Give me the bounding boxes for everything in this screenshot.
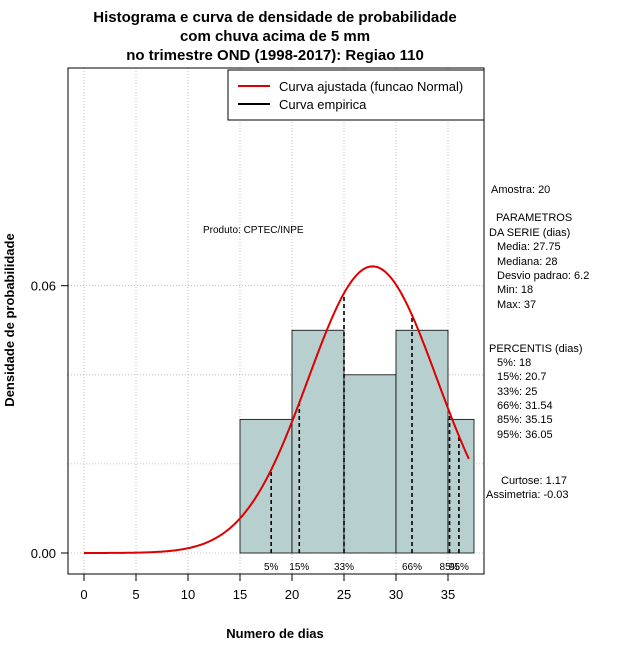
title-line-1: Histograma e curva de densidade de proba…: [93, 9, 456, 26]
stat-percentis-header: PERCENTIS (dias): [489, 343, 583, 355]
stat-p5: 5%: 18: [497, 357, 531, 369]
x-axis-label: Numero de dias: [226, 626, 324, 641]
histogram-bar: [395, 329, 449, 554]
x-tick-label: 35: [441, 587, 455, 602]
y-tick-label: 0.00: [31, 546, 56, 561]
percentile-label: 5%: [264, 562, 279, 573]
percentile-label: 85%: [440, 562, 460, 573]
histogram-bar: [343, 374, 397, 554]
stat-max: Max: 37: [497, 299, 536, 311]
stat-serie-header: DA SERIE (dias): [489, 227, 570, 239]
percentile-labels: 5% 15% 33% 66% 85%95%: [264, 562, 469, 573]
stat-curtose: Curtose: 1.17: [501, 475, 567, 487]
stat-mediana: Mediana: 28: [497, 256, 558, 268]
stat-assimetria: Assimetria: -0.03: [486, 489, 569, 501]
percentile-label: 95%: [449, 562, 469, 573]
percentile-label: 15%: [289, 562, 309, 573]
stat-min: Min: 18: [497, 284, 533, 296]
x-tick-label: 5: [132, 587, 139, 602]
y-axis-label: Densidade de probabilidade: [2, 233, 17, 406]
legend-label-fitted: Curva ajustada (funcao Normal): [279, 79, 463, 94]
stat-p33: 33%: 25: [497, 386, 537, 398]
stat-p95: 95%: 36.05: [497, 429, 553, 441]
x-tick-label: 0: [80, 587, 87, 602]
stat-p66: 66%: 31.54: [497, 400, 553, 412]
y-axis: 0.00 0.06: [31, 279, 69, 561]
stat-parametros-header: PARAMETROS: [496, 212, 572, 224]
stat-desvio: Desvio padrao: 6.2: [497, 270, 589, 282]
chart-title: Histograma e curva de densidade de proba…: [93, 9, 456, 64]
title-line-2: com chuva acima de 5 mm: [180, 28, 370, 45]
percentile-label: 66%: [402, 562, 422, 573]
product-annotation: Produto: CPTEC/INPE: [203, 225, 304, 236]
title-line-3: no trimestre OND (1998-2017): Regiao 110: [126, 47, 424, 64]
x-axis: 0 5 10 15 20 25 30 35: [80, 573, 455, 602]
stat-p15: 15%: 20.7: [497, 371, 547, 383]
x-tick-label: 30: [389, 587, 403, 602]
percentile-label: 33%: [334, 562, 354, 573]
percentile-lines: [270, 293, 460, 553]
x-tick-label: 10: [181, 587, 195, 602]
y-tick-label: 0.06: [31, 279, 56, 294]
x-tick-label: 15: [233, 587, 247, 602]
histogram-bars: [239, 329, 475, 554]
histogram-bar: [291, 329, 345, 554]
legend-box: [227, 69, 485, 121]
stat-p85: 85%: 35.15: [497, 414, 553, 426]
stat-media: Media: 27.75: [497, 241, 561, 253]
x-tick-label: 25: [337, 587, 351, 602]
fitted-normal-curve: [84, 265, 470, 554]
stat-amostra: Amostra: 20: [491, 184, 550, 196]
legend-label-empirical: Curva empirica: [279, 97, 367, 112]
stats-panel: Amostra: 20 PARAMETROS DA SERIE (dias) M…: [486, 184, 589, 501]
x-tick-label: 20: [285, 587, 299, 602]
legend: Curva ajustada (funcao Normal) Curva emp…: [227, 69, 485, 121]
